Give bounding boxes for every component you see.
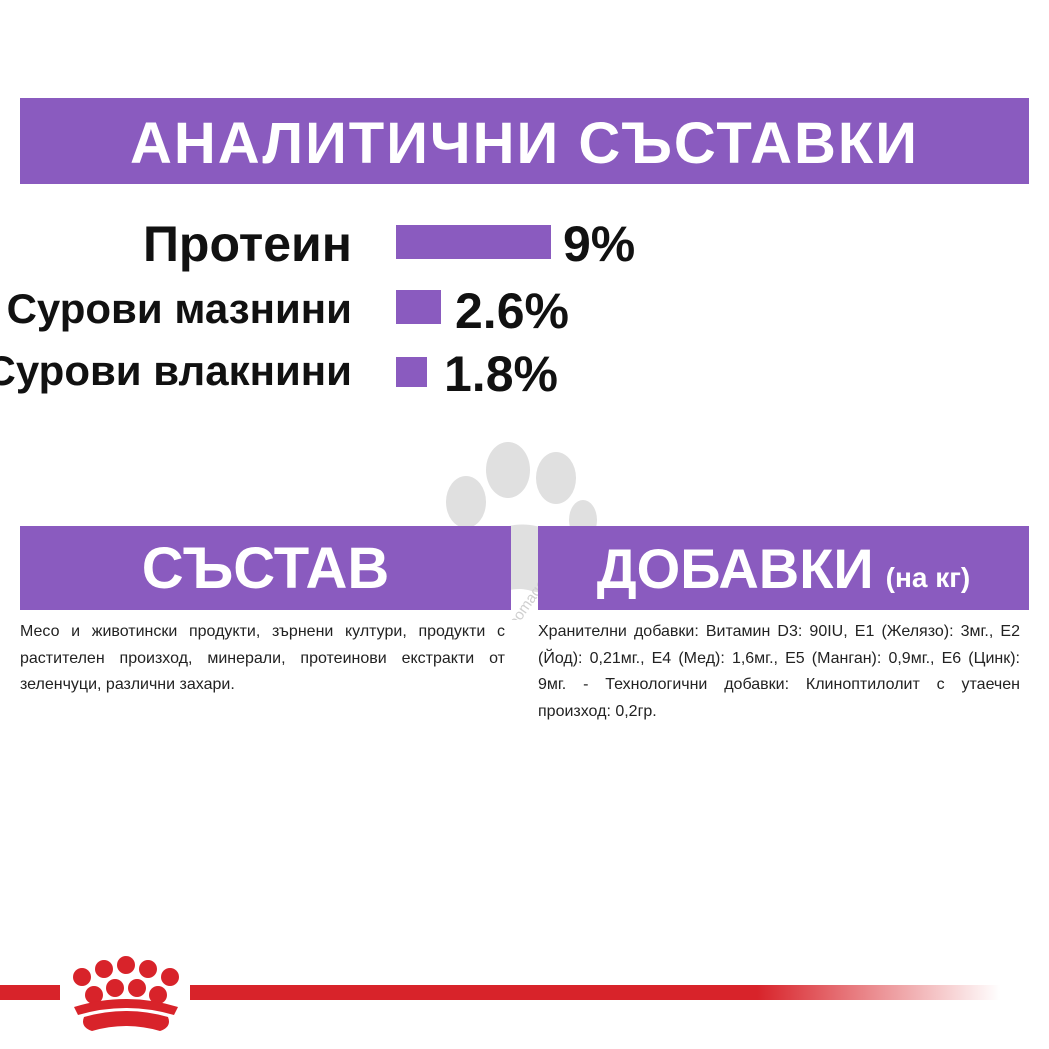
analytic-constituents-title: АНАЛИТИЧНИ СЪСТАВКИ: [130, 110, 919, 176]
royal-canin-crown-logo: [60, 955, 190, 1035]
composition-text: Месо и животински продукти, зърнени култ…: [20, 623, 505, 693]
protein-label: Протеин: [142, 216, 352, 272]
protein-value: 9%: [563, 216, 636, 272]
additives-text: Хранителни добавки: Витамин D3: 90IU, E1…: [538, 623, 1020, 720]
brand-line-left: [0, 985, 65, 1000]
protein-bar: [396, 225, 551, 259]
composition-title: СЪСТАВ: [141, 535, 390, 601]
crude-fibre-label: Сурови влакнини: [0, 347, 352, 394]
crude-fat-label: Сурови мазнини: [6, 285, 352, 332]
crude-fat-value: 2.6%: [455, 283, 569, 339]
crude-fibre-bar: [396, 357, 427, 387]
brand-line: [190, 985, 1000, 1000]
additives-banner: ДОБАВКИ (на кг): [538, 526, 1029, 610]
crude-fibre-value: 1.8%: [444, 346, 558, 402]
additives-subtitle: (на кг): [885, 562, 971, 593]
composition-banner: СЪСТАВ: [20, 526, 511, 610]
analytic-constituents-banner: АНАЛИТИЧНИ СЪСТАВКИ: [20, 98, 1029, 184]
crude-fat-bar: [396, 290, 441, 324]
additives-title: ДОБАВКИ: [596, 536, 874, 600]
